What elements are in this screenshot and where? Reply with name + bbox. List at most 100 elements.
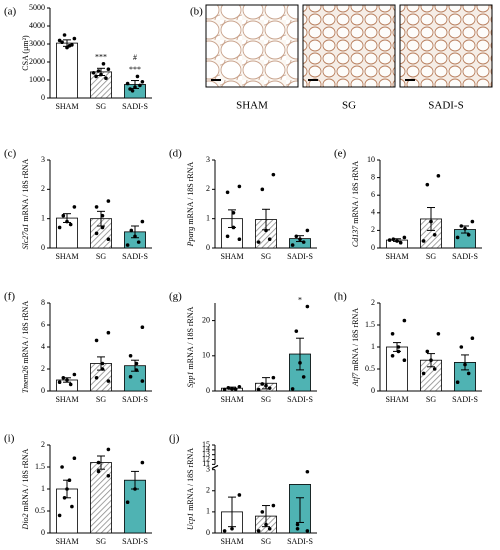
data-point bbox=[130, 89, 135, 93]
y-axis-label: CSA (μm²) bbox=[21, 35, 30, 71]
y-axis-unit: mRNA / 18S rRNA bbox=[21, 301, 30, 366]
data-point bbox=[104, 76, 108, 80]
panel: (i) Dio2 mRNA / 18S rRNA 0 0.5 1 1.5 2 SHAM SG SA… bbox=[4, 433, 152, 546]
data-point bbox=[106, 447, 111, 452]
panel: (e) Cd137 mRNA / 18S rRNA 0 2 4 6 8 10 SHAM SG SAD… bbox=[334, 148, 482, 261]
y-axis-unit: mRNA / 18S rRNA bbox=[21, 448, 30, 513]
y-axis-unit: mRNA / 18S rRNA bbox=[186, 161, 195, 226]
data-point bbox=[290, 387, 295, 391]
data-point bbox=[387, 238, 392, 242]
data-point bbox=[237, 384, 242, 389]
y-axis-label: Spp1 mRNA / 18S rRNA bbox=[186, 306, 195, 387]
y-tick-label: 10 bbox=[202, 351, 210, 360]
data-point bbox=[294, 329, 299, 333]
panel: (g) Spp1 mRNA / 18S rRNA 0 10 20 SHAM SG SADI-S… bbox=[169, 291, 317, 404]
panel: (d) Pparg mRNA / 18S rRNA 0 1 2 3 SHAM SG SADI-S bbox=[169, 148, 317, 261]
y-axis-unit: mRNA / 18S rRNA bbox=[21, 158, 30, 221]
y-axis-label: Atf7 mRNA / 18S rRNA bbox=[351, 308, 360, 387]
y-tick-label: 6 bbox=[41, 320, 45, 329]
data-point bbox=[237, 493, 242, 497]
y-tick-label: 2 bbox=[41, 364, 45, 373]
panel: (a) CSA (μm²) 0 1000 2000 3000 4000 5000 SHAM SG S… bbox=[4, 3, 152, 111]
data-point bbox=[267, 526, 272, 531]
y-tick-label: 15 bbox=[202, 440, 210, 449]
data-point bbox=[134, 368, 139, 372]
y-tick-label: 0 bbox=[206, 243, 210, 252]
data-point bbox=[62, 496, 67, 500]
y-tick-label: 0 bbox=[371, 386, 375, 395]
y-tick-label: 12 bbox=[202, 454, 210, 463]
data-point bbox=[136, 240, 141, 244]
data-point bbox=[125, 500, 130, 505]
data-point bbox=[470, 219, 475, 224]
panel-label: (j) bbox=[169, 433, 180, 445]
data-point bbox=[128, 374, 133, 379]
y-axis-label: Dio2 mRNA / 18S rRNA bbox=[21, 448, 30, 530]
x-tick-label: SADI-S bbox=[122, 252, 148, 261]
y-tick-label: 1.5 bbox=[365, 320, 375, 329]
y-tick-label: 0 bbox=[41, 528, 45, 537]
y-tick-label: 11 bbox=[202, 459, 210, 468]
x-tick-label: SADI-S bbox=[122, 102, 148, 111]
panel: (f) Tmem26 mRNA / 18S rRNA 0 2 4 6 8 SHAM SG SADI… bbox=[4, 291, 152, 404]
data-point bbox=[295, 522, 300, 527]
data-point bbox=[65, 219, 69, 224]
x-tick-label: SG bbox=[96, 395, 106, 404]
data-point bbox=[421, 239, 426, 243]
x-tick-label: SHAM bbox=[385, 252, 408, 261]
data-point bbox=[466, 233, 471, 237]
data-point bbox=[305, 469, 310, 474]
y-tick-label: 5000 bbox=[29, 3, 45, 12]
data-point bbox=[140, 219, 145, 224]
x-tick-label: SHAM bbox=[220, 252, 243, 261]
data-point bbox=[140, 325, 145, 330]
panel-label: (a) bbox=[4, 6, 17, 18]
gene-name: Spp1 bbox=[186, 371, 195, 387]
data-point bbox=[140, 80, 145, 84]
data-point bbox=[100, 367, 105, 371]
axis-break bbox=[211, 464, 219, 469]
x-tick-label: SHAM bbox=[385, 395, 408, 404]
data-point bbox=[60, 40, 64, 44]
y-tick-label: 2 bbox=[41, 440, 45, 449]
data-point bbox=[421, 371, 426, 376]
y-tick-label: 0 bbox=[371, 243, 375, 252]
data-point bbox=[57, 513, 62, 518]
bar bbox=[90, 462, 112, 534]
y-axis-label: Tmem26 mRNA / 18S rRNA bbox=[21, 301, 30, 394]
y-tick-label: 1 bbox=[206, 213, 210, 222]
data-point bbox=[230, 526, 234, 531]
micrograph bbox=[302, 4, 396, 88]
y-tick-label: 2000 bbox=[29, 57, 45, 66]
data-point bbox=[222, 387, 227, 392]
data-point bbox=[65, 45, 69, 50]
bar bbox=[56, 42, 78, 99]
data-point bbox=[128, 354, 133, 358]
y-tick-label: 6 bbox=[371, 190, 375, 199]
x-tick-label: SADI-S bbox=[122, 537, 148, 546]
data-point bbox=[256, 529, 261, 533]
panel-label: (d) bbox=[169, 148, 182, 160]
data-point bbox=[94, 376, 99, 380]
y-tick-label: 8 bbox=[371, 172, 375, 181]
data-point bbox=[429, 358, 433, 363]
data-point bbox=[294, 234, 299, 239]
bar bbox=[386, 346, 408, 392]
data-point bbox=[70, 504, 74, 509]
gene-name: Dio2 bbox=[21, 513, 30, 530]
y-tick-label: 4 bbox=[371, 208, 375, 217]
y-tick-label: 20 bbox=[202, 315, 210, 324]
x-tick-label: SADI-S bbox=[287, 395, 313, 404]
data-point bbox=[226, 386, 231, 390]
x-tick-label: SADI-S bbox=[122, 395, 148, 404]
x-tick-label: SG bbox=[96, 102, 106, 111]
x-tick-label: SADI-S bbox=[452, 252, 478, 261]
data-point bbox=[70, 43, 74, 47]
data-point bbox=[67, 478, 72, 483]
data-point bbox=[260, 382, 265, 386]
data-point bbox=[459, 345, 464, 349]
panel: (c) Slc27a1 mRNA / 18S rRNA 0 1 2 3 SHAM SG SADI… bbox=[4, 148, 152, 261]
y-tick-label: 1.5 bbox=[35, 462, 45, 471]
y-tick-label: 3 bbox=[206, 464, 210, 473]
data-point bbox=[61, 213, 66, 218]
